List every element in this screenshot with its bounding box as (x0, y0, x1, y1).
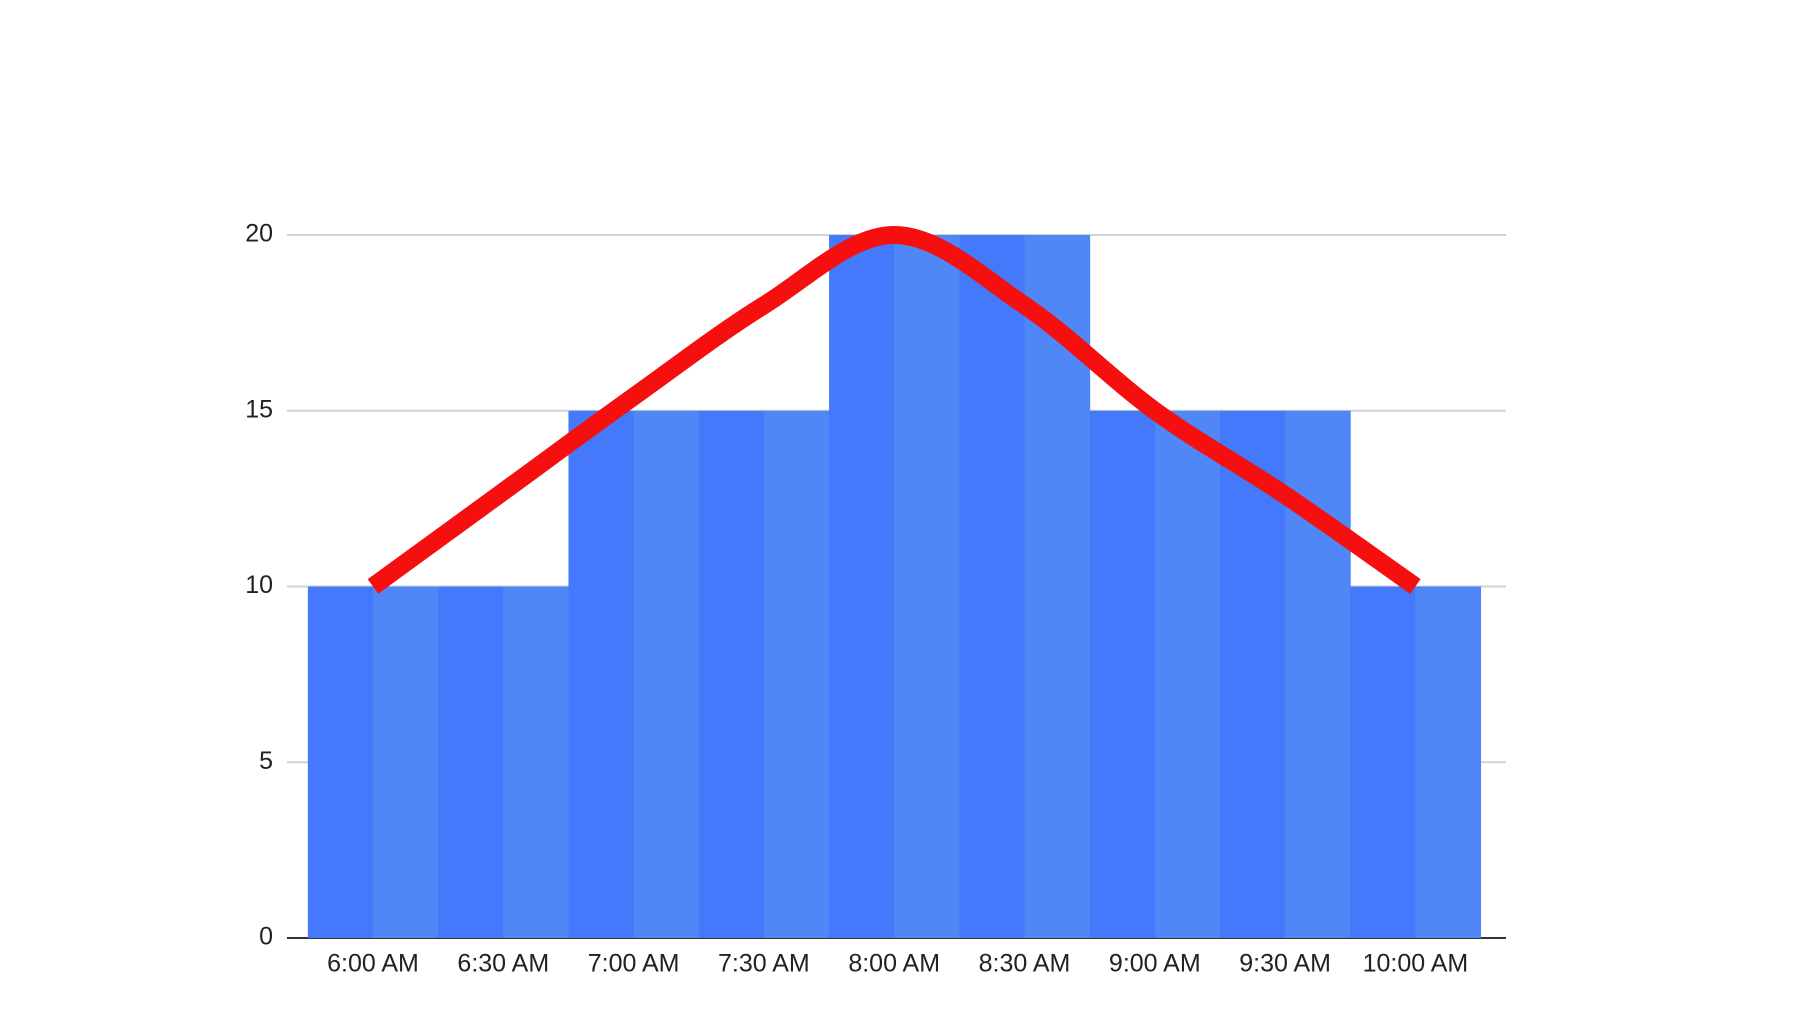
bar-segment (1350, 586, 1416, 938)
bar (568, 410, 700, 938)
y-tick-label: 5 (259, 747, 273, 775)
trend-line (367, 225, 1421, 594)
bar (1089, 410, 1221, 938)
x-tick-label: 7:30 AM (718, 950, 810, 978)
y-tick-label: 0 (259, 923, 273, 951)
bar-segment (503, 586, 569, 938)
bar-segment (959, 235, 1025, 938)
bar-segment (763, 410, 830, 938)
y-tick-label: 20 (245, 220, 273, 248)
bar-segment (307, 586, 374, 938)
bar-segment (1285, 410, 1351, 938)
x-tick-label: 9:00 AM (1109, 950, 1201, 978)
x-tick-label: 6:00 AM (327, 950, 419, 978)
x-tick-label: 9:30 AM (1239, 950, 1331, 978)
x-tick-label: 10:00 AM (1363, 950, 1469, 978)
x-tick-label: 8:30 AM (979, 950, 1071, 978)
x-tick-label: 6:30 AM (457, 950, 549, 978)
x-tick-label: 8:00 AM (848, 950, 940, 978)
bar-segment (568, 410, 635, 938)
bar-segment (1089, 410, 1156, 938)
y-tick-label: 15 (245, 395, 273, 423)
bar-segment (633, 410, 700, 938)
bar (829, 235, 960, 938)
x-tick-label: 7:00 AM (588, 950, 680, 978)
bar-segment (373, 586, 439, 938)
bar-segment (438, 586, 504, 938)
bar-segment (698, 410, 765, 938)
bar (438, 586, 569, 938)
bar-segment (1154, 410, 1221, 938)
bar-segment (1415, 586, 1482, 938)
bar-segment (829, 235, 895, 938)
y-tick-label: 10 (245, 571, 273, 599)
bar (1350, 586, 1482, 938)
bar-segment (894, 235, 960, 938)
bar (698, 410, 830, 938)
bar (307, 586, 439, 938)
